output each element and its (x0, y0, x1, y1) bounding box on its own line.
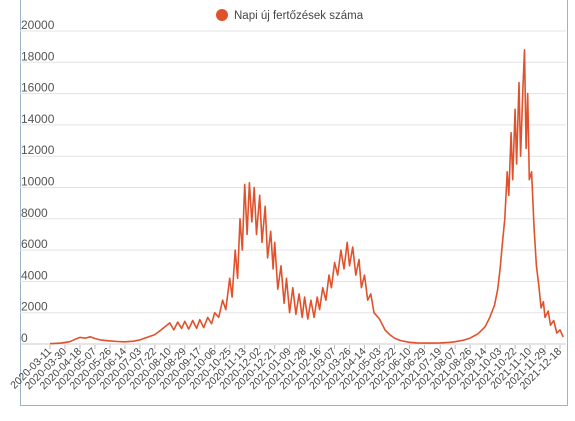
grid (20, 30, 566, 345)
y-axis: 0 2000 4000 6000 8000 10000 12000 14000 16000 180… (21, 18, 55, 345)
y-tick-label: 8000 (21, 206, 48, 220)
series-line (49, 49, 564, 345)
x-axis: 2020-03-112020-03-302020-04-182020-05-07… (8, 345, 564, 392)
chart-frame (20, 0, 568, 406)
y-tick-label: 18000 (21, 49, 55, 63)
series-group (49, 49, 564, 345)
y-tick-label: 0 (21, 331, 28, 345)
y-tick-label: 14000 (21, 112, 55, 126)
y-tick-label: 20000 (21, 18, 55, 32)
y-tick-label: 2000 (21, 300, 48, 314)
legend-marker (216, 9, 228, 21)
y-tick-label: 4000 (21, 268, 48, 282)
legend-label: Napi új fertőzések száma (234, 10, 364, 22)
y-tick-label: 6000 (21, 237, 48, 251)
y-tick-label: 16000 (21, 81, 55, 95)
legend: Napi új fertőzések száma (216, 9, 364, 22)
y-tick-label: 10000 (21, 175, 55, 189)
y-tick-label: 12000 (21, 143, 55, 157)
